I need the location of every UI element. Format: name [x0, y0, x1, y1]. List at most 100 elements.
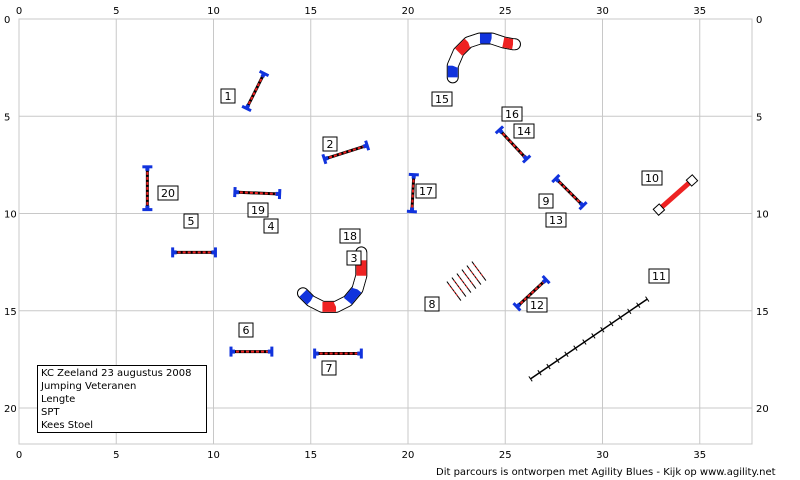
label-20: 20: [157, 185, 179, 201]
hurdle-stripe: [555, 177, 584, 207]
label-box: [424, 296, 440, 312]
hurdle-cap: [497, 128, 504, 135]
tunnel-segment: [299, 289, 315, 305]
dogwalk-11: [528, 296, 650, 382]
tunnel-segment: [490, 33, 505, 48]
hurdle-stripe: [498, 129, 528, 160]
dogwalk-slat: [627, 308, 632, 315]
hurdle-14: [494, 125, 532, 164]
tunnel-segment: [502, 37, 515, 50]
label-number: 9: [543, 195, 550, 208]
tick-label-left: 15: [4, 307, 17, 318]
tunnel-segment: [352, 274, 367, 291]
weave-pole-stripe: [473, 264, 485, 278]
tick-label-bottom: 0: [16, 450, 22, 461]
label-14: 14: [513, 123, 535, 139]
dogwalk-slat: [636, 302, 641, 308]
info-line-judge: Kees Stoel: [41, 420, 94, 431]
label-9: 9: [538, 193, 554, 209]
hurdle-stripe: [245, 73, 265, 109]
tunnel-segment: [455, 38, 472, 56]
hurdle-cap: [541, 278, 548, 284]
dogwalk-slat: [582, 339, 587, 345]
tick-label-bottom: 35: [693, 450, 706, 461]
label-box: [220, 88, 236, 104]
label-box: [538, 193, 554, 209]
hurdle-cap: [522, 154, 529, 161]
dogwalk-slat: [600, 326, 605, 333]
dogwalk-slat: [645, 296, 650, 302]
dogwalk-plank: [530, 298, 648, 380]
label-number: 1: [225, 90, 232, 103]
hurdle-cap: [260, 72, 266, 78]
label-box: [415, 183, 437, 199]
label-number: 13: [549, 214, 563, 227]
label-number: 14: [517, 125, 531, 138]
tick-label-top: 20: [402, 6, 415, 17]
tire-frame: [685, 174, 699, 187]
label-17: 17: [415, 183, 437, 199]
tick-label-bottom: 25: [499, 450, 512, 461]
hurdle-cap: [554, 177, 561, 183]
dogwalk-slat: [564, 351, 569, 358]
tire-body: [657, 178, 694, 212]
label-box: [339, 228, 361, 244]
info-line-class: Jumping Veteranen: [41, 381, 137, 392]
hurdle-stripe: [324, 144, 368, 160]
dogwalk-slat: [573, 345, 578, 351]
hurdle-20: [142, 165, 153, 212]
hurdle-2: [321, 140, 371, 165]
label-1: 1: [220, 88, 236, 104]
label-18: 18: [339, 228, 361, 244]
tunnel-segment: [343, 286, 362, 305]
hurdle-cap: [323, 155, 329, 161]
hurdle-cap: [578, 201, 585, 208]
label-16: 16: [501, 106, 523, 122]
hurdle-1: [241, 69, 270, 113]
label-2: 2: [322, 136, 338, 152]
label-box: [526, 297, 548, 313]
tick-label-top: 30: [596, 6, 609, 17]
hurdle-9: [551, 173, 588, 211]
tire-10: [652, 174, 699, 216]
label-11: 11: [648, 268, 670, 284]
info-line-category: Lengte: [41, 394, 76, 405]
label-number: 10: [645, 172, 659, 185]
label-number: 4: [268, 220, 275, 233]
tick-label-top: 35: [693, 6, 706, 17]
label-8: 8: [424, 296, 440, 312]
label-number: 7: [326, 362, 333, 375]
label-box: [501, 106, 523, 122]
hurdle-6: [229, 346, 274, 357]
tick-label-right: 20: [756, 404, 769, 415]
field-border: [18, 18, 753, 445]
tick-label-bottom: 10: [207, 450, 220, 461]
tick-label-bottom: 20: [402, 450, 415, 461]
info-line-sct: SPT: [41, 407, 60, 418]
tick-label-left: 5: [4, 112, 10, 123]
tunnel-segment: [466, 33, 482, 48]
tick-label-top: 25: [499, 6, 512, 17]
label-box: [346, 250, 362, 266]
label-7: 7: [321, 360, 337, 376]
label-4: 4: [263, 218, 279, 234]
tunnel-segment: [333, 296, 350, 312]
label-number: 6: [243, 324, 250, 337]
weave-pole-stripe: [468, 268, 480, 282]
label-number: 17: [419, 185, 433, 198]
hurdle-stripe: [410, 174, 415, 212]
info-box: KC Zeeland 23 augustus 2008 Jumping Vete…: [37, 365, 207, 433]
tick-label-bottom: 30: [596, 450, 609, 461]
tick-label-top: 15: [304, 6, 317, 17]
tick-label-right: 5: [756, 112, 762, 123]
weave-pole-stripe: [448, 284, 460, 298]
label-number: 11: [652, 270, 666, 283]
label-13: 13: [545, 212, 567, 228]
label-number: 16: [505, 108, 519, 121]
hurdle-cap: [244, 103, 251, 110]
hurdle-12: [512, 274, 551, 312]
label-number: 20: [161, 187, 175, 200]
label-box: [322, 136, 338, 152]
